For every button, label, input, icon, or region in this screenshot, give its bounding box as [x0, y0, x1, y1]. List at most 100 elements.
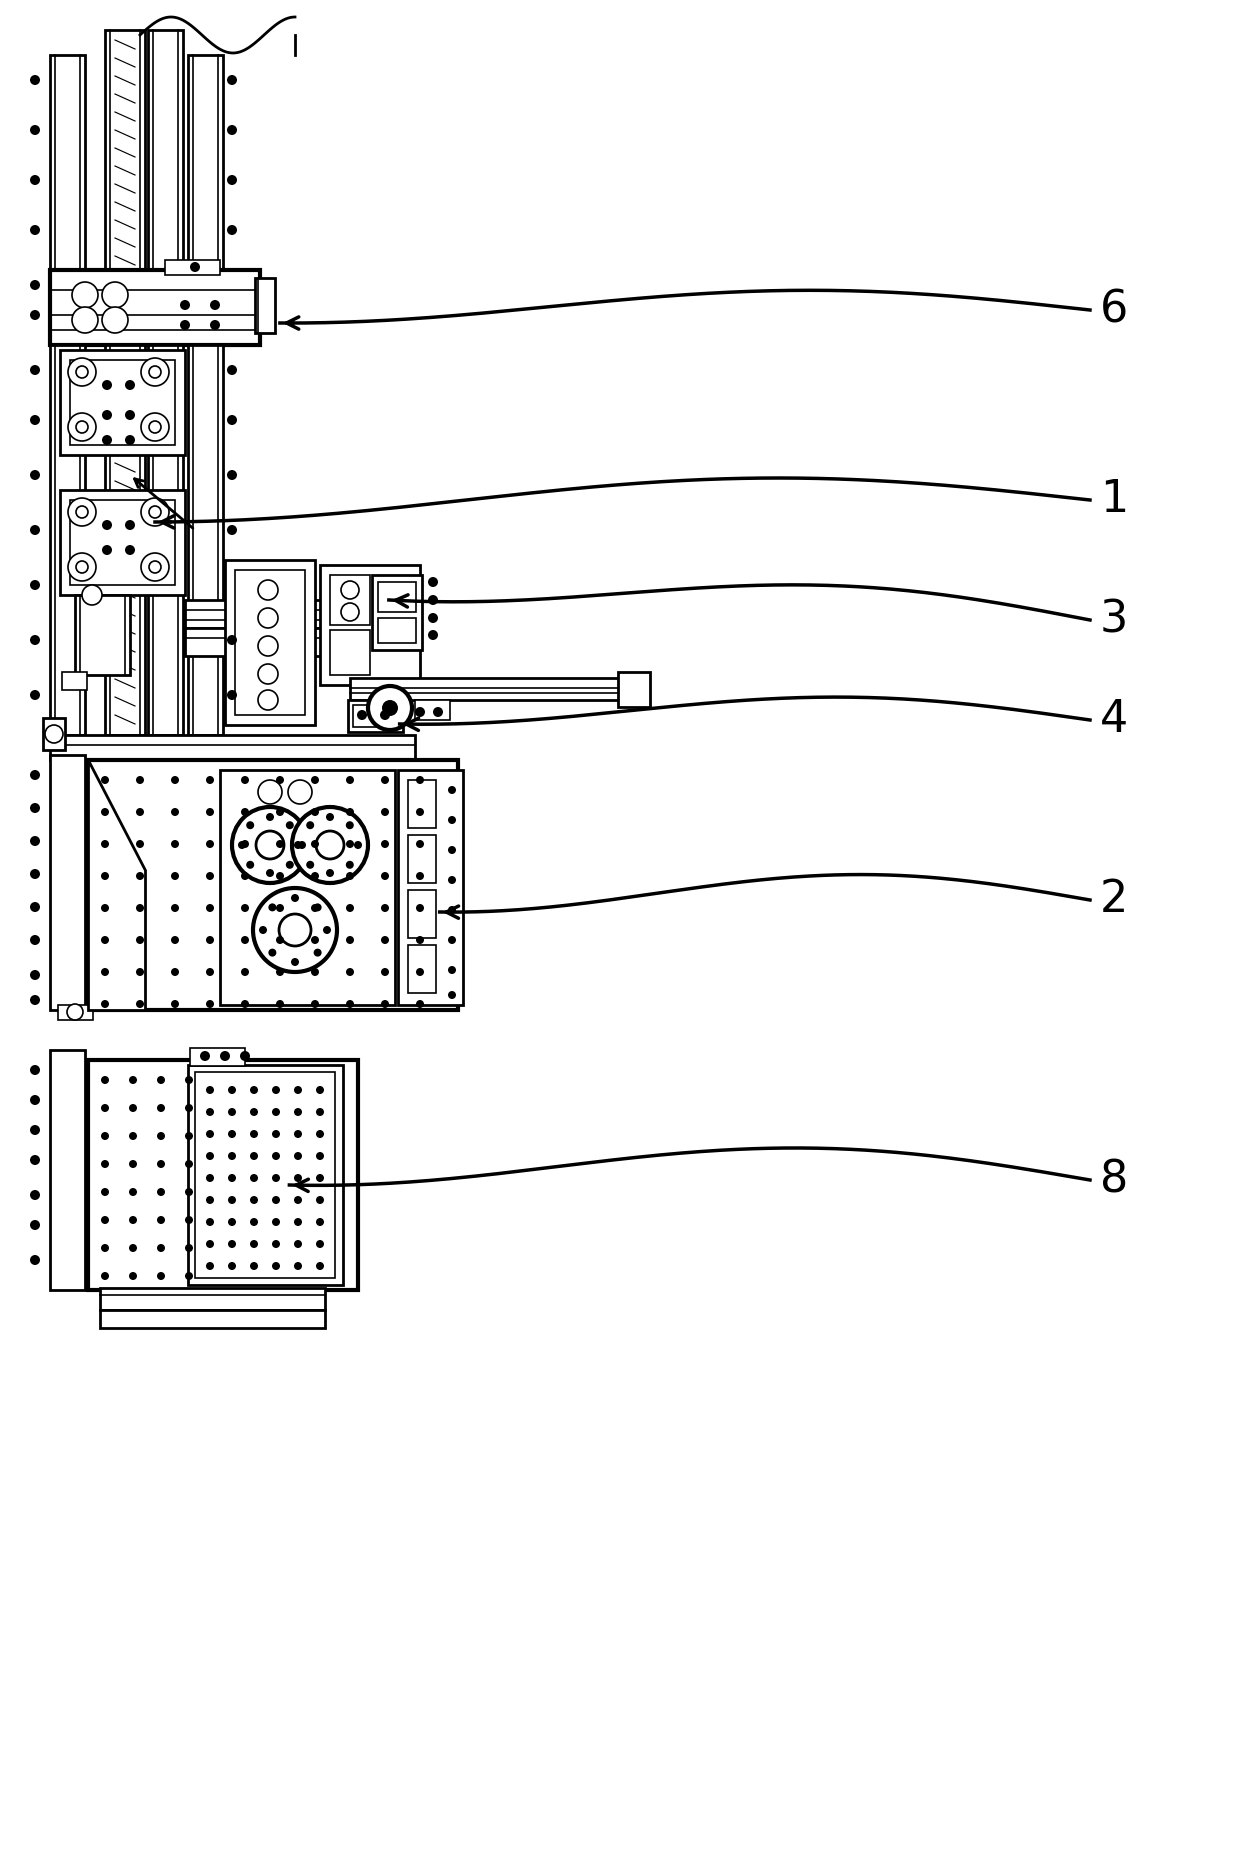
Circle shape [129, 1104, 137, 1111]
Circle shape [381, 809, 388, 816]
Bar [51, 734, 416, 760]
Bar [408, 835, 436, 884]
Circle shape [448, 966, 456, 973]
Circle shape [30, 869, 39, 880]
Circle shape [279, 913, 311, 945]
Circle shape [171, 775, 179, 785]
Circle shape [258, 689, 277, 710]
Circle shape [293, 841, 302, 848]
Circle shape [240, 809, 249, 816]
Bar [219, 770, 395, 1005]
Circle shape [448, 992, 456, 999]
Circle shape [129, 1244, 137, 1252]
Circle shape [227, 525, 237, 534]
Circle shape [30, 770, 39, 781]
Circle shape [101, 1160, 109, 1168]
Circle shape [101, 1216, 109, 1224]
Circle shape [129, 1272, 137, 1280]
Circle shape [206, 841, 215, 848]
Circle shape [433, 706, 443, 717]
Circle shape [30, 1220, 39, 1229]
Circle shape [30, 415, 39, 426]
Circle shape [30, 176, 39, 185]
Circle shape [228, 1196, 236, 1205]
Circle shape [250, 1153, 258, 1160]
Circle shape [238, 841, 247, 848]
Circle shape [316, 1108, 324, 1115]
Circle shape [185, 1132, 194, 1139]
Circle shape [101, 1188, 109, 1196]
Circle shape [185, 1104, 194, 1111]
Circle shape [227, 689, 237, 700]
Circle shape [101, 968, 109, 975]
Circle shape [316, 1240, 324, 1248]
Circle shape [228, 1240, 236, 1248]
Bar [618, 672, 650, 706]
Bar [236, 570, 305, 715]
Circle shape [292, 807, 367, 884]
Circle shape [102, 409, 112, 420]
Circle shape [30, 635, 39, 644]
Circle shape [30, 280, 39, 290]
Circle shape [276, 904, 284, 912]
Circle shape [272, 1263, 280, 1270]
Circle shape [293, 1263, 302, 1270]
Circle shape [269, 904, 276, 912]
Circle shape [101, 1076, 109, 1083]
Bar [348, 700, 403, 732]
Bar [51, 346, 85, 734]
Circle shape [129, 1076, 137, 1083]
Circle shape [266, 813, 274, 822]
Circle shape [171, 904, 179, 912]
Circle shape [316, 1173, 324, 1182]
Circle shape [185, 1272, 194, 1280]
Circle shape [311, 968, 319, 975]
Circle shape [206, 1173, 215, 1182]
Circle shape [272, 1130, 280, 1138]
Text: 8: 8 [1100, 1158, 1128, 1201]
Circle shape [185, 1188, 194, 1196]
Bar [51, 755, 85, 1011]
Circle shape [30, 75, 39, 86]
Circle shape [68, 553, 96, 581]
Circle shape [228, 1263, 236, 1270]
Bar [187, 346, 223, 734]
Circle shape [206, 809, 215, 816]
Circle shape [311, 872, 319, 880]
Circle shape [276, 775, 284, 785]
Circle shape [190, 262, 200, 273]
Bar [105, 30, 145, 271]
Bar [408, 781, 436, 828]
Circle shape [272, 1240, 280, 1248]
Circle shape [129, 1188, 137, 1196]
Circle shape [381, 936, 388, 943]
Bar [416, 700, 450, 719]
Circle shape [101, 872, 109, 880]
Circle shape [68, 359, 96, 387]
Circle shape [76, 506, 88, 517]
Circle shape [200, 1052, 210, 1061]
Bar [350, 678, 620, 700]
Bar [43, 717, 65, 749]
Circle shape [416, 775, 424, 785]
Circle shape [272, 1173, 280, 1182]
Circle shape [210, 319, 219, 331]
Circle shape [346, 999, 354, 1009]
Circle shape [141, 413, 169, 441]
Circle shape [298, 841, 306, 848]
Circle shape [345, 861, 354, 869]
Circle shape [125, 379, 134, 390]
Circle shape [227, 415, 237, 426]
Circle shape [311, 904, 319, 912]
Bar [51, 54, 85, 271]
Circle shape [149, 506, 162, 517]
Text: 2: 2 [1100, 878, 1128, 921]
Polygon shape [88, 760, 145, 1011]
Circle shape [247, 822, 254, 829]
Circle shape [293, 1153, 302, 1160]
Circle shape [101, 809, 109, 816]
Circle shape [381, 775, 388, 785]
Circle shape [30, 364, 39, 375]
Circle shape [171, 936, 179, 943]
Circle shape [258, 579, 277, 600]
